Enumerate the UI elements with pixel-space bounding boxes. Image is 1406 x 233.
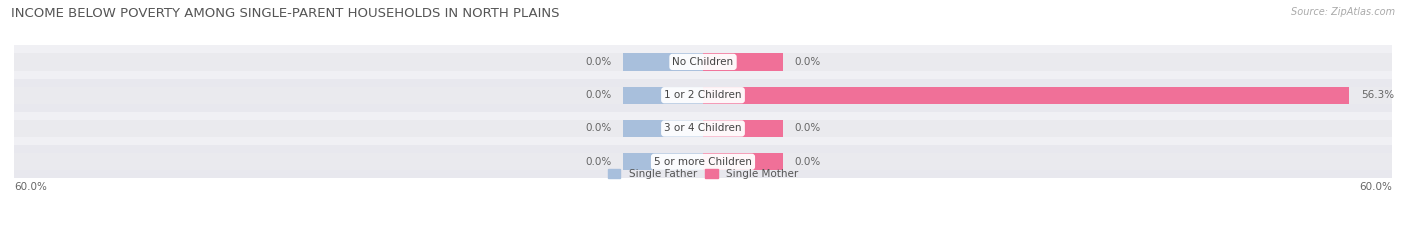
- Bar: [623, 120, 703, 137]
- Text: 5 or more Children: 5 or more Children: [654, 157, 752, 167]
- Bar: [703, 53, 783, 71]
- Bar: [703, 86, 1350, 104]
- Bar: [703, 120, 783, 137]
- Text: 0.0%: 0.0%: [794, 123, 821, 134]
- Text: Source: ZipAtlas.com: Source: ZipAtlas.com: [1291, 7, 1395, 17]
- Text: 60.0%: 60.0%: [14, 182, 46, 192]
- Bar: [623, 153, 703, 170]
- Legend: Single Father, Single Mother: Single Father, Single Mother: [603, 165, 803, 184]
- Text: 3 or 4 Children: 3 or 4 Children: [664, 123, 742, 134]
- Text: 0.0%: 0.0%: [794, 157, 821, 167]
- Bar: [14, 145, 1392, 178]
- Text: 60.0%: 60.0%: [1360, 182, 1392, 192]
- Bar: [14, 86, 1392, 104]
- Text: 0.0%: 0.0%: [794, 57, 821, 67]
- Text: INCOME BELOW POVERTY AMONG SINGLE-PARENT HOUSEHOLDS IN NORTH PLAINS: INCOME BELOW POVERTY AMONG SINGLE-PARENT…: [11, 7, 560, 20]
- Bar: [14, 153, 1392, 170]
- Text: 56.3%: 56.3%: [1361, 90, 1395, 100]
- Bar: [14, 45, 1392, 79]
- Text: 0.0%: 0.0%: [585, 157, 612, 167]
- Bar: [14, 120, 1392, 137]
- Bar: [623, 53, 703, 71]
- Text: No Children: No Children: [672, 57, 734, 67]
- Text: 0.0%: 0.0%: [585, 57, 612, 67]
- Text: 0.0%: 0.0%: [585, 90, 612, 100]
- Bar: [703, 153, 783, 170]
- Text: 0.0%: 0.0%: [585, 123, 612, 134]
- Bar: [14, 53, 1392, 71]
- Bar: [14, 79, 1392, 112]
- Bar: [14, 112, 1392, 145]
- Text: 1 or 2 Children: 1 or 2 Children: [664, 90, 742, 100]
- Bar: [623, 86, 703, 104]
